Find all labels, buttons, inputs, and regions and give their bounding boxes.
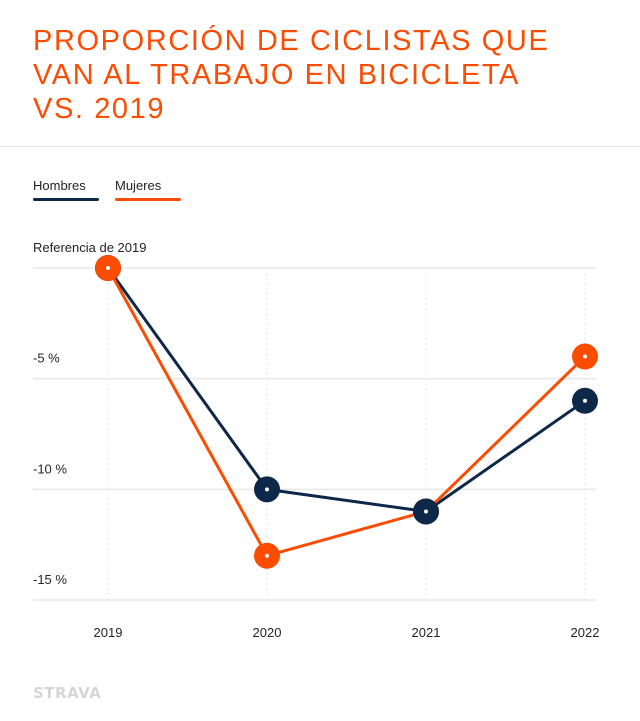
series-line-hombres [106,267,586,513]
data-point-center-mujeres-2020 [265,553,269,558]
reference-label: Referencia de 2019 [33,240,146,255]
logo-text: STRAVA [33,684,102,702]
title-line-1: PROPORCIÓN DE CICLISTAS QUE [33,25,550,57]
legend-swatch-hombres [33,198,99,201]
x-tick-label: 2021 [412,625,441,640]
legend: Hombres Mujeres [33,178,181,201]
series-line-mujeres [106,267,587,558]
x-tick-label: 2020 [253,625,282,640]
legend-swatch-mujeres [115,198,181,201]
title-line-3: VS. 2019 [33,93,166,125]
y-tick-label: -15 % [33,572,67,587]
legend-item-mujeres: Mujeres [115,178,181,201]
chart-title: PROPORCIÓN DE CICLISTAS QUE VAN AL TRABA… [33,24,593,126]
legend-label-hombres: Hombres [33,178,86,193]
y-tick-label: -5 % [33,351,60,366]
data-point-center-mujeres-2022 [583,354,587,359]
title-line-2: VAN AL TRABAJO EN BICICLETA [33,59,520,91]
data-point-center-hombres-2020 [265,487,269,492]
x-tick-label: 2019 [94,625,123,640]
legend-item-hombres: Hombres [33,178,99,201]
header-divider [0,146,640,147]
strava-logo: STRAVA [33,684,101,702]
legend-label-mujeres: Mujeres [115,178,162,193]
data-point-center-hombres-2021 [424,509,428,514]
data-point-center-mujeres-2019 [106,266,110,270]
x-tick-label: 2022 [571,625,600,640]
y-tick-label: -10 % [33,461,67,476]
data-point-center-hombres-2022 [583,398,587,403]
